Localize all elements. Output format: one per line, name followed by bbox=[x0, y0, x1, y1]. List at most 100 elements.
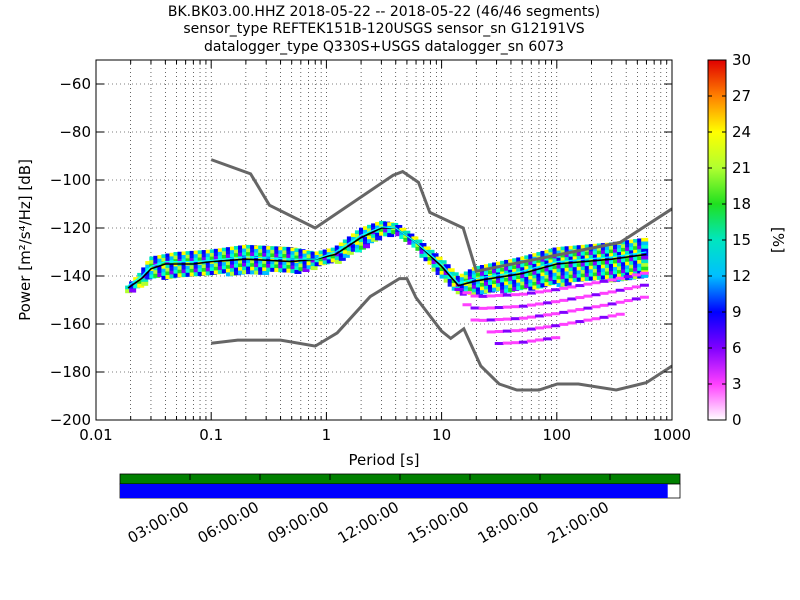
psd-cell bbox=[580, 262, 588, 267]
x-tick-label: 1000 bbox=[653, 426, 691, 444]
psd-cell bbox=[363, 229, 371, 234]
psd-cell bbox=[625, 243, 633, 248]
psd-cell bbox=[520, 267, 528, 272]
psd-cell bbox=[617, 244, 625, 249]
psd-cell bbox=[575, 320, 585, 324]
psd-cell bbox=[568, 274, 576, 279]
psd-cell bbox=[612, 267, 620, 272]
psd-cell bbox=[623, 299, 633, 303]
psd-cell bbox=[552, 276, 560, 281]
psd-cell bbox=[564, 282, 572, 287]
psd-cell bbox=[588, 262, 596, 267]
psd-cell bbox=[197, 250, 205, 255]
psd-cell bbox=[483, 289, 491, 294]
psd-cell bbox=[238, 249, 246, 254]
psd-cell bbox=[633, 257, 641, 262]
psd-cell bbox=[197, 271, 205, 276]
psd-cell bbox=[238, 256, 246, 261]
psd-cell bbox=[556, 268, 564, 273]
psd-cell bbox=[177, 258, 185, 263]
psd-cell bbox=[604, 246, 612, 251]
psd-cell bbox=[604, 264, 612, 269]
psd-cell bbox=[407, 233, 415, 238]
psd-cell bbox=[596, 268, 604, 273]
psd-cell bbox=[617, 259, 625, 264]
psd-cell bbox=[451, 272, 459, 277]
psd-cell bbox=[423, 246, 431, 251]
psd-cell bbox=[334, 256, 342, 261]
psd-cell bbox=[559, 322, 569, 326]
psd-cell bbox=[543, 313, 553, 317]
psd-cell bbox=[564, 275, 572, 280]
psd-cell bbox=[274, 257, 282, 262]
psd-cell bbox=[520, 285, 528, 290]
psd-cell bbox=[502, 317, 512, 321]
colorbar-label: [%] bbox=[769, 227, 787, 253]
psd-cell bbox=[552, 247, 560, 252]
psd-cell bbox=[153, 270, 161, 275]
colorbar: 0 3 6 9 12 15 18 21 24 27 30 [%] bbox=[707, 51, 787, 429]
psd-cell bbox=[246, 270, 254, 275]
psd-cell bbox=[181, 265, 189, 270]
psd-cell bbox=[479, 272, 487, 277]
psd-cell bbox=[512, 279, 520, 284]
psd-cell bbox=[532, 253, 540, 258]
psd-cell bbox=[431, 267, 439, 272]
psd-cell bbox=[411, 243, 419, 248]
psd-cell bbox=[193, 257, 201, 262]
psd-cell bbox=[502, 341, 512, 345]
psd-cell bbox=[141, 267, 149, 272]
psd-cell bbox=[221, 269, 229, 274]
psd-cell bbox=[580, 244, 588, 249]
psd-cell bbox=[189, 258, 197, 263]
psd-cell bbox=[225, 254, 233, 259]
psd-cell bbox=[548, 259, 556, 264]
psd-cell bbox=[322, 260, 330, 265]
psd-cell bbox=[242, 259, 250, 264]
psd-cell bbox=[149, 274, 157, 279]
psd-cell bbox=[298, 252, 306, 257]
psd-cell bbox=[165, 257, 173, 262]
psd-cell bbox=[141, 281, 149, 286]
psd-cell bbox=[516, 264, 524, 269]
psd-cell bbox=[532, 285, 540, 290]
psd-cell bbox=[371, 223, 379, 228]
psd-cell bbox=[447, 279, 455, 284]
psd-cell bbox=[423, 257, 431, 262]
psd-cell bbox=[621, 247, 629, 252]
psd-cell bbox=[607, 278, 617, 282]
psd-cell bbox=[286, 268, 294, 273]
psd-cell bbox=[363, 226, 371, 231]
psd-cell bbox=[560, 271, 568, 276]
psd-cell bbox=[608, 271, 616, 276]
psd-cell bbox=[403, 237, 411, 242]
psd-cell bbox=[379, 231, 387, 236]
psd-cell bbox=[508, 277, 516, 282]
psd-cell bbox=[165, 267, 173, 272]
psd-cell bbox=[492, 269, 500, 274]
psd-cell bbox=[639, 295, 649, 299]
psd-cell bbox=[387, 229, 395, 234]
psd-cell bbox=[334, 245, 342, 250]
psd-cell bbox=[371, 237, 379, 242]
psd-cell bbox=[318, 254, 326, 259]
psd-cell bbox=[270, 246, 278, 251]
psd-cell bbox=[560, 246, 568, 251]
psd-cell bbox=[524, 273, 532, 278]
psd-cell bbox=[254, 248, 262, 253]
psd-cell bbox=[575, 284, 585, 288]
psd-cell bbox=[310, 255, 318, 260]
psd-cell bbox=[516, 257, 524, 262]
psd-cell bbox=[633, 260, 641, 265]
psd-cell bbox=[310, 262, 318, 267]
psd-cell bbox=[302, 250, 310, 255]
psd-cell bbox=[157, 265, 165, 270]
psd-cell bbox=[157, 269, 165, 274]
psd-cell bbox=[548, 281, 556, 286]
mean-curve bbox=[127, 227, 647, 289]
psd-cell bbox=[584, 273, 592, 278]
psd-cell bbox=[633, 239, 641, 244]
psd-cell bbox=[238, 252, 246, 257]
psd-cell bbox=[556, 264, 564, 269]
psd-cell bbox=[189, 250, 197, 255]
